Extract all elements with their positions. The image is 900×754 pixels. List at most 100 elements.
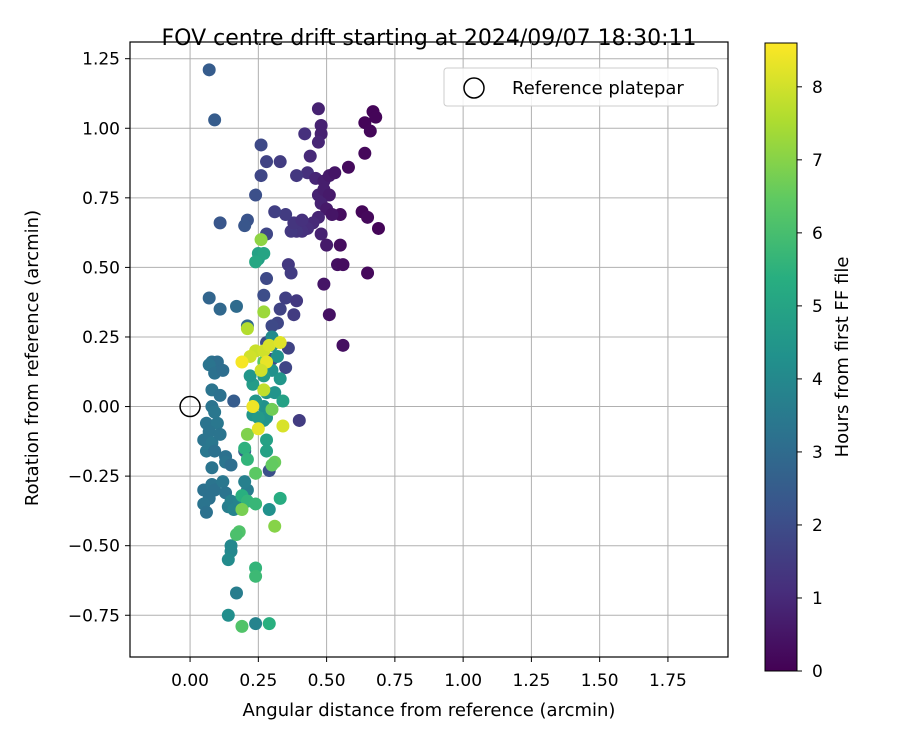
- data-point: [298, 127, 312, 141]
- x-tick-label: 1.75: [649, 671, 687, 691]
- data-point: [279, 361, 293, 375]
- data-point: [333, 238, 347, 252]
- data-point: [265, 319, 279, 333]
- colorbar-tick-label: 0: [812, 662, 823, 682]
- data-point: [251, 422, 265, 436]
- data-point: [273, 155, 287, 169]
- data-point: [216, 363, 230, 377]
- colorbar-tick-label: 8: [812, 78, 823, 98]
- data-point: [208, 113, 222, 127]
- data-point: [268, 519, 282, 533]
- data-point: [246, 400, 260, 414]
- data-point: [290, 294, 304, 308]
- data-point: [260, 155, 274, 169]
- data-point: [273, 372, 287, 386]
- data-point: [249, 255, 263, 269]
- data-point: [229, 299, 243, 313]
- data-point: [205, 461, 219, 475]
- x-axis-label: Angular distance from reference (arcmin): [243, 700, 616, 721]
- colorbar-ticks: 0 1 2 3 4 5 6 7 8: [797, 78, 823, 682]
- colorbar-tick-label: 2: [812, 516, 823, 536]
- data-point: [240, 452, 254, 466]
- data-point: [254, 233, 268, 247]
- data-point: [238, 219, 252, 233]
- data-point: [262, 617, 276, 631]
- data-point: [320, 238, 334, 252]
- data-point: [322, 308, 336, 322]
- y-tick-label: 0.75: [82, 189, 120, 209]
- y-tick-label: 1.25: [82, 50, 120, 70]
- x-tick-label: 1.50: [581, 671, 619, 691]
- data-point: [257, 383, 271, 397]
- data-point: [284, 266, 298, 280]
- y-axis-ticks: −0.75 −0.50 −0.25 0.00 0.25 0.50 0.75 1.00 1.25: [68, 50, 130, 626]
- x-tick-label: 0.75: [376, 671, 414, 691]
- data-point: [240, 322, 254, 336]
- data-point: [265, 458, 279, 472]
- data-point: [260, 272, 274, 286]
- data-point: [229, 586, 243, 600]
- data-point: [317, 277, 331, 291]
- data-point: [311, 102, 325, 116]
- chart-title: FOV centre drift starting at 2024/09/07 …: [162, 26, 697, 51]
- data-point: [249, 569, 263, 583]
- data-point: [227, 394, 241, 408]
- data-point: [276, 394, 290, 408]
- data-point: [213, 427, 227, 441]
- colorbar-gradient: [764, 42, 798, 672]
- y-tick-label: 0.25: [82, 328, 120, 348]
- data-point: [254, 363, 268, 377]
- data-point: [243, 369, 257, 383]
- colorbar-tick-label: 1: [812, 589, 823, 609]
- y-axis-label: Rotation from reference (arcmin): [22, 210, 43, 506]
- legend-reference-marker: [463, 77, 485, 99]
- data-point: [273, 302, 287, 316]
- x-axis-ticks: 0.00 0.25 0.50 0.75 1.00 1.25 1.50 1.75: [171, 657, 687, 691]
- y-tick-label: 0.50: [82, 258, 120, 278]
- data-point: [328, 166, 342, 180]
- data-point: [235, 503, 249, 517]
- colorbar-label: Hours from first FF file: [832, 257, 853, 458]
- data-point: [221, 553, 235, 567]
- data-point: [273, 491, 287, 505]
- data-point: [270, 349, 284, 363]
- grid: [130, 42, 728, 657]
- data-point: [199, 505, 213, 519]
- data-point: [249, 617, 263, 631]
- data-point: [235, 619, 249, 633]
- legend: Reference platepar: [443, 67, 719, 107]
- legend-entry-reference-platepar: Reference platepar: [512, 78, 684, 99]
- legend-box: [443, 67, 719, 107]
- y-tick-label: −0.75: [68, 606, 120, 626]
- data-point: [229, 528, 243, 542]
- data-point: [249, 497, 263, 511]
- data-point: [213, 216, 227, 230]
- data-point: [361, 210, 375, 224]
- data-point: [224, 458, 238, 472]
- data-point: [290, 169, 304, 183]
- data-point: [341, 160, 355, 174]
- data-point: [216, 475, 230, 489]
- x-tick-label: 0.00: [171, 671, 209, 691]
- data-point: [251, 411, 265, 425]
- data-point: [262, 503, 276, 517]
- data-point: [322, 188, 336, 202]
- data-point: [287, 308, 301, 322]
- data-point: [311, 135, 325, 149]
- data-point: [254, 138, 268, 152]
- plot-area-frame: [129, 41, 729, 658]
- data-point: [213, 388, 227, 402]
- data-point: [257, 305, 271, 319]
- x-tick-label: 0.25: [239, 671, 277, 691]
- data-point: [358, 146, 372, 160]
- data-point: [262, 338, 276, 352]
- data-point: [257, 288, 271, 302]
- data-point: [336, 338, 350, 352]
- data-point: [371, 221, 385, 235]
- x-tick-label: 1.25: [512, 671, 550, 691]
- data-point: [240, 427, 254, 441]
- colorbar-tick-label: 7: [812, 151, 823, 171]
- data-point: [303, 149, 317, 163]
- data-point: [361, 266, 375, 280]
